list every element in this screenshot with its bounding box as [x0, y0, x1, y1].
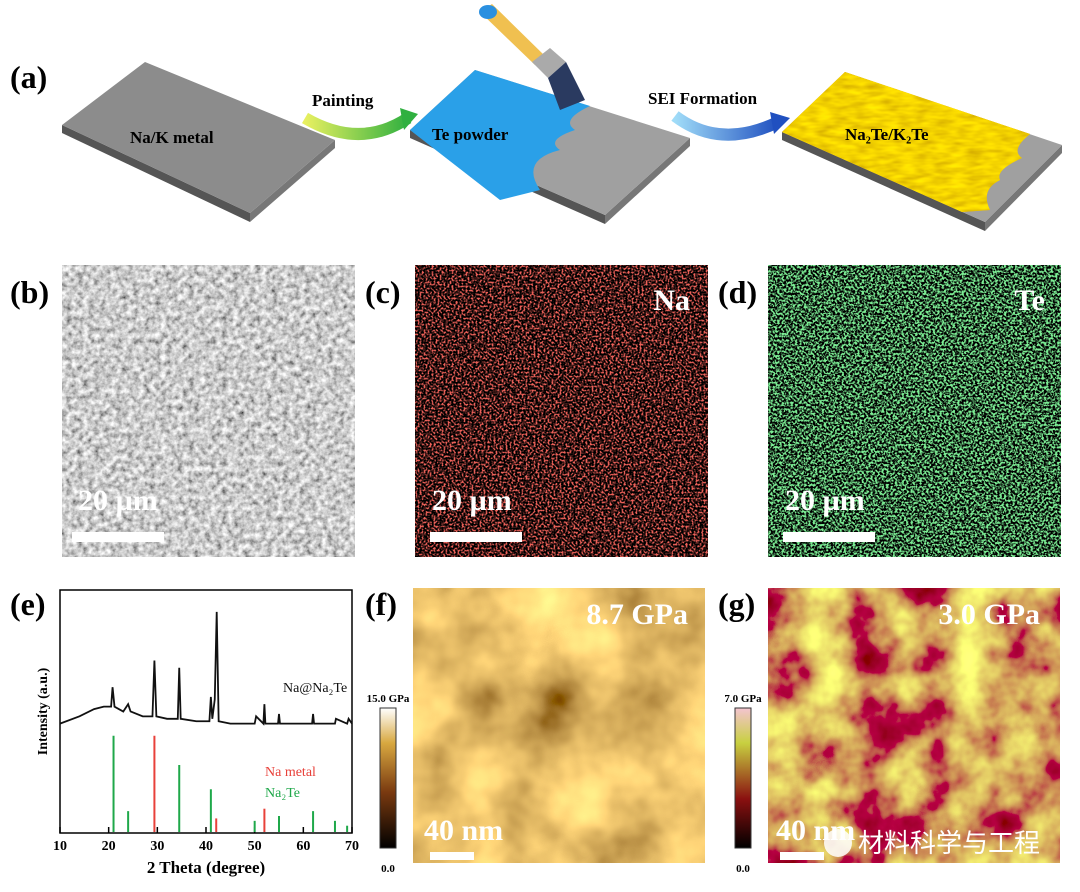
eds-map — [415, 265, 708, 557]
scale-bar — [783, 532, 875, 542]
arrow — [671, 111, 781, 141]
modulus-text: 8.7 GPa — [586, 598, 688, 631]
arrow-head — [400, 108, 418, 130]
plot-frame — [59, 589, 353, 834]
arrow — [301, 112, 412, 140]
panel-label: (g) — [718, 586, 755, 622]
x-tick-label: 60 — [296, 839, 310, 854]
scale-text: 20 µm — [432, 484, 512, 517]
sem-image — [62, 265, 355, 557]
x-tick-label: 20 — [102, 839, 116, 854]
colorbar-min: 0.0 — [381, 863, 395, 875]
panel-label: (a) — [10, 59, 47, 95]
x-tick-label: 30 — [150, 839, 164, 854]
colorbar-max: 7.0 GPa — [724, 693, 762, 705]
arrow-head — [770, 112, 790, 134]
slab-metal — [62, 62, 335, 222]
element-text: Te — [1014, 284, 1045, 317]
scale-bar — [72, 532, 164, 542]
scale-bar — [430, 532, 522, 542]
scale-text: 20 µm — [78, 484, 158, 517]
panel-label: (f) — [365, 586, 397, 622]
brush — [479, 4, 585, 110]
afm-image — [768, 588, 1060, 863]
panel-label: (b) — [10, 274, 49, 310]
afm-image — [413, 588, 705, 863]
xrd-chart: 10 20 30 40 50 60 70 2 Theta (degree) Intensity … — [36, 589, 359, 877]
x-tick-label: 50 — [248, 839, 262, 854]
step-text: Painting — [312, 91, 374, 110]
series-label: Na metal — [265, 765, 316, 780]
element-text: Na — [653, 284, 690, 317]
xrd-pattern — [59, 611, 353, 726]
scale-text: 40 nm — [424, 814, 503, 847]
eds-map — [768, 265, 1061, 557]
slab-painted — [410, 70, 690, 224]
colorbar-min: 0.0 — [736, 863, 750, 875]
colorbar — [734, 707, 752, 849]
slab-text: Na/K metal — [130, 128, 214, 147]
x-tick-label: 40 — [199, 839, 213, 854]
panel-label: (d) — [718, 274, 757, 310]
slab-text: Na₂Te/K₂Te — [845, 125, 929, 144]
slab-text: Te powder — [432, 125, 509, 144]
watermark: 材料科学与工程 — [858, 829, 1040, 859]
scale-bar — [780, 852, 824, 860]
modulus-text: 3.0 GPa — [938, 598, 1040, 631]
x-tick-label: 70 — [345, 839, 359, 854]
watermark-icon — [824, 829, 852, 857]
colorbar — [379, 707, 397, 849]
colorbar-max: 15.0 GPa — [367, 693, 410, 705]
scale-text: 20 µm — [785, 484, 865, 517]
x-tick-label: 10 — [53, 839, 67, 854]
step-text: SEI Formation — [648, 89, 758, 108]
series-label: Na@Na₂Te — [283, 681, 347, 696]
x-axis-label: 2 Theta (degree) — [147, 858, 265, 877]
scale-bar — [430, 852, 474, 860]
panel-label: (e) — [10, 586, 46, 622]
series-label: Na₂Te — [265, 786, 300, 801]
slab-sei — [782, 72, 1062, 231]
y-axis-label: Intensity (a.u.) — [36, 667, 51, 755]
panel-label: (c) — [365, 274, 401, 310]
